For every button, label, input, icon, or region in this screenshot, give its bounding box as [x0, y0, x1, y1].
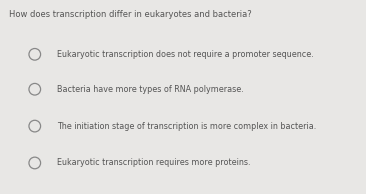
Text: The initiation stage of transcription is more complex in bacteria.: The initiation stage of transcription is…: [57, 122, 316, 131]
Text: Eukaryotic transcription does not require a promoter sequence.: Eukaryotic transcription does not requir…: [57, 50, 314, 59]
Text: Bacteria have more types of RNA polymerase.: Bacteria have more types of RNA polymera…: [57, 85, 243, 94]
Text: Eukaryotic transcription requires more proteins.: Eukaryotic transcription requires more p…: [57, 158, 250, 167]
Ellipse shape: [29, 83, 41, 95]
Ellipse shape: [29, 120, 41, 132]
Ellipse shape: [29, 48, 41, 60]
Ellipse shape: [29, 157, 41, 169]
Text: How does transcription differ in eukaryotes and bacteria?: How does transcription differ in eukaryo…: [9, 10, 252, 19]
